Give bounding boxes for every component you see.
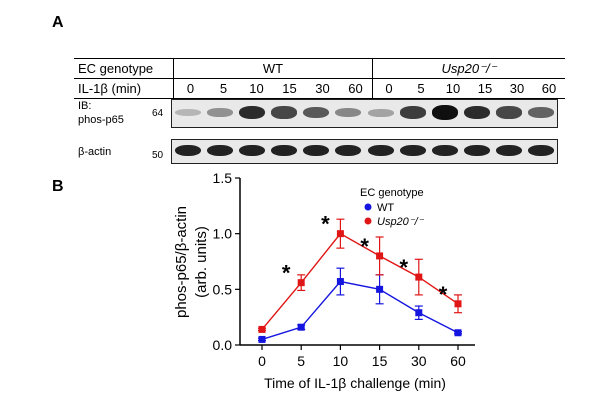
series-0-point-1 xyxy=(297,323,305,331)
legend-label-1: Usp20⁻/⁻ xyxy=(377,216,425,228)
series-0-point-2 xyxy=(336,278,344,286)
wt-lane-1: 5 xyxy=(219,81,228,96)
ko-lane-3: 15 xyxy=(477,81,493,96)
series-1-point-3 xyxy=(376,252,384,260)
y-tick-label-2: 1.0 xyxy=(213,226,233,242)
blot2-mw-marker: 50 xyxy=(152,150,164,161)
x-tick-label-2: 10 xyxy=(333,353,349,369)
significance-marker-5: * xyxy=(282,261,291,286)
beta-actin-band-1 xyxy=(207,144,234,157)
y-tick-label-1: 0.5 xyxy=(213,281,233,297)
beta-actin-band-8 xyxy=(431,144,458,157)
phos-p65-band-10 xyxy=(495,106,522,119)
blot1-ib-label: IB: xyxy=(78,100,92,112)
phos-p65-band-5 xyxy=(335,107,362,118)
y-axis-title-line2: (arb. units) xyxy=(193,226,210,298)
series-0-point-5 xyxy=(454,329,462,337)
series-0-point-3 xyxy=(376,285,384,293)
x-tick-label-3: 15 xyxy=(372,353,388,369)
beta-actin-band-11 xyxy=(527,144,554,157)
panel-a-letter: A xyxy=(52,14,64,31)
ko-lane-4: 30 xyxy=(509,81,525,96)
series-1-point-5 xyxy=(454,300,462,308)
wt-lane-5: 60 xyxy=(348,81,363,96)
series-0-point-0 xyxy=(258,335,266,343)
ko-lane-1: 5 xyxy=(417,81,425,96)
blot-header-table: EC genotype WT Usp20⁻/⁻ IL-1β (min) 0 5 10… xyxy=(74,58,565,99)
blot1-mw-marker: 64 xyxy=(152,108,164,119)
wt-lane-3: 15 xyxy=(282,81,297,96)
significance-marker-15: * xyxy=(360,234,369,259)
ko-lane-2: 10 xyxy=(445,81,461,96)
significance-marker-10: * xyxy=(321,212,330,237)
beta-actin-blot xyxy=(171,139,558,164)
phos-p65-band-2 xyxy=(239,105,266,120)
beta-actin-band-2 xyxy=(239,144,266,157)
beta-actin-band-0 xyxy=(175,144,202,157)
ko-lane-5: 60 xyxy=(541,81,557,96)
series-0-point-4 xyxy=(415,309,423,317)
significance-marker-30: * xyxy=(400,255,409,280)
phos-p65-band-8 xyxy=(431,105,458,120)
panel-b-letter: B xyxy=(52,178,64,195)
y-tick-label-3: 1.5 xyxy=(213,170,233,186)
series-1-point-2 xyxy=(336,230,344,238)
legend-marker-0 xyxy=(364,203,372,211)
series-0-line xyxy=(261,280,459,341)
wt-lane-2: 10 xyxy=(249,81,264,96)
wt-lane-0: 0 xyxy=(186,81,195,96)
wt-lane-4: 30 xyxy=(315,81,330,96)
x-tick-label-5: 60 xyxy=(450,353,466,369)
x-tick-label-0: 0 xyxy=(258,353,266,369)
x-tick-label-1: 5 xyxy=(297,353,305,369)
phos-p65-band-9 xyxy=(463,105,490,120)
beta-actin-band-7 xyxy=(399,144,426,157)
beta-actin-band-9 xyxy=(463,144,490,157)
legend-marker-1 xyxy=(364,217,372,225)
wt-lane-labels: 0 5 10 15 30 60 xyxy=(174,81,372,96)
beta-actin-band-10 xyxy=(495,144,522,157)
series-1-point-4 xyxy=(415,273,423,281)
blot2-protein-label: β-actin xyxy=(78,146,112,158)
significance-marker-60: * xyxy=(439,282,448,307)
x-tick-label-4: 30 xyxy=(411,353,427,369)
beta-actin-band-5 xyxy=(335,144,362,157)
phos-p65-band-4 xyxy=(303,106,330,119)
phos-p65-band-11 xyxy=(527,106,554,119)
x-axis-title: Time of IL-1β challenge (min) xyxy=(264,375,446,391)
phos-p65-blot xyxy=(171,99,558,128)
phos-p65-band-7 xyxy=(399,106,426,119)
series-1-point-1 xyxy=(297,279,305,287)
ko-lane-0: 0 xyxy=(385,81,393,96)
phos-p65-band-6 xyxy=(367,108,394,117)
legend-title: EC genotype xyxy=(360,187,424,199)
y-tick-label-0: 0.0 xyxy=(213,337,233,353)
il1b-time-label: IL-1β (min) xyxy=(74,78,174,99)
phos-p65-band-3 xyxy=(271,106,298,119)
ko-lane-labels: 0 5 10 15 30 60 xyxy=(373,81,565,96)
series-1-line xyxy=(261,232,459,330)
phos-p65-band-0 xyxy=(175,108,202,117)
y-axis-title-line1: phos-p65/β-actin xyxy=(173,206,190,318)
beta-actin-band-3 xyxy=(271,144,298,157)
legend-label-0: WT xyxy=(377,202,394,214)
blot1-protein-label: phos-p65 xyxy=(78,114,124,126)
series-1-point-0 xyxy=(258,325,266,333)
beta-actin-band-6 xyxy=(367,144,394,157)
beta-actin-band-4 xyxy=(303,144,330,157)
phos-p65-band-1 xyxy=(207,108,234,117)
